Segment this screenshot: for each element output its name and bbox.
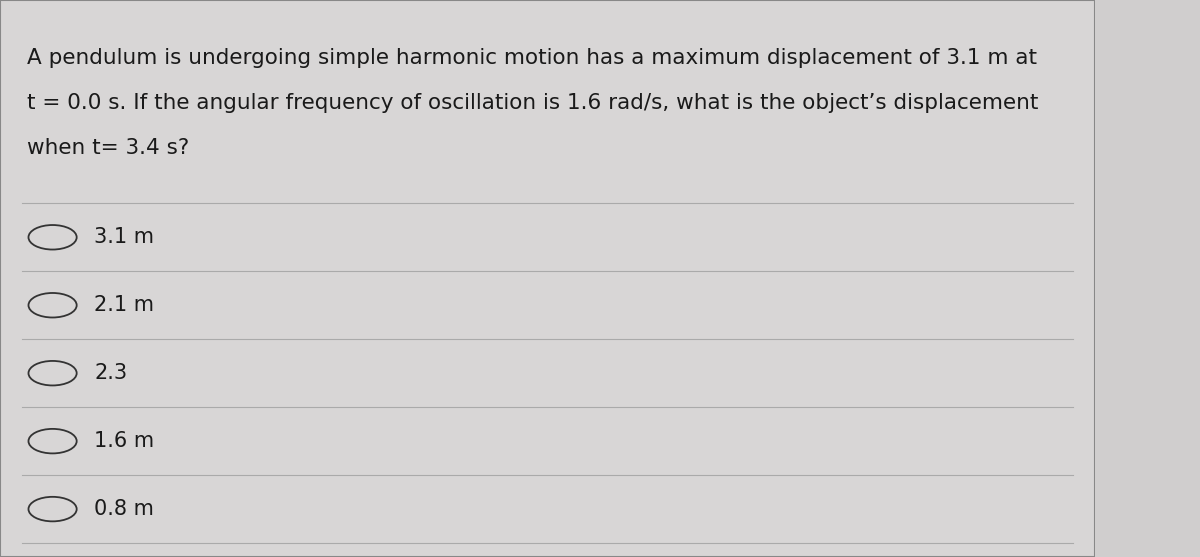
Text: A pendulum is undergoing simple harmonic motion has a maximum displacement of 3.: A pendulum is undergoing simple harmonic… (28, 48, 1037, 69)
Text: 2.1 m: 2.1 m (95, 295, 155, 315)
Text: when t= 3.4 s?: when t= 3.4 s? (28, 138, 190, 158)
Text: 2.3: 2.3 (95, 363, 127, 383)
FancyBboxPatch shape (0, 0, 1096, 557)
Text: 0.8 m: 0.8 m (95, 499, 154, 519)
Text: 1.6 m: 1.6 m (95, 431, 155, 451)
Text: 3.1 m: 3.1 m (95, 227, 155, 247)
Text: t = 0.0 s. If the angular frequency of oscillation is 1.6 rad/s, what is the obj: t = 0.0 s. If the angular frequency of o… (28, 93, 1039, 113)
